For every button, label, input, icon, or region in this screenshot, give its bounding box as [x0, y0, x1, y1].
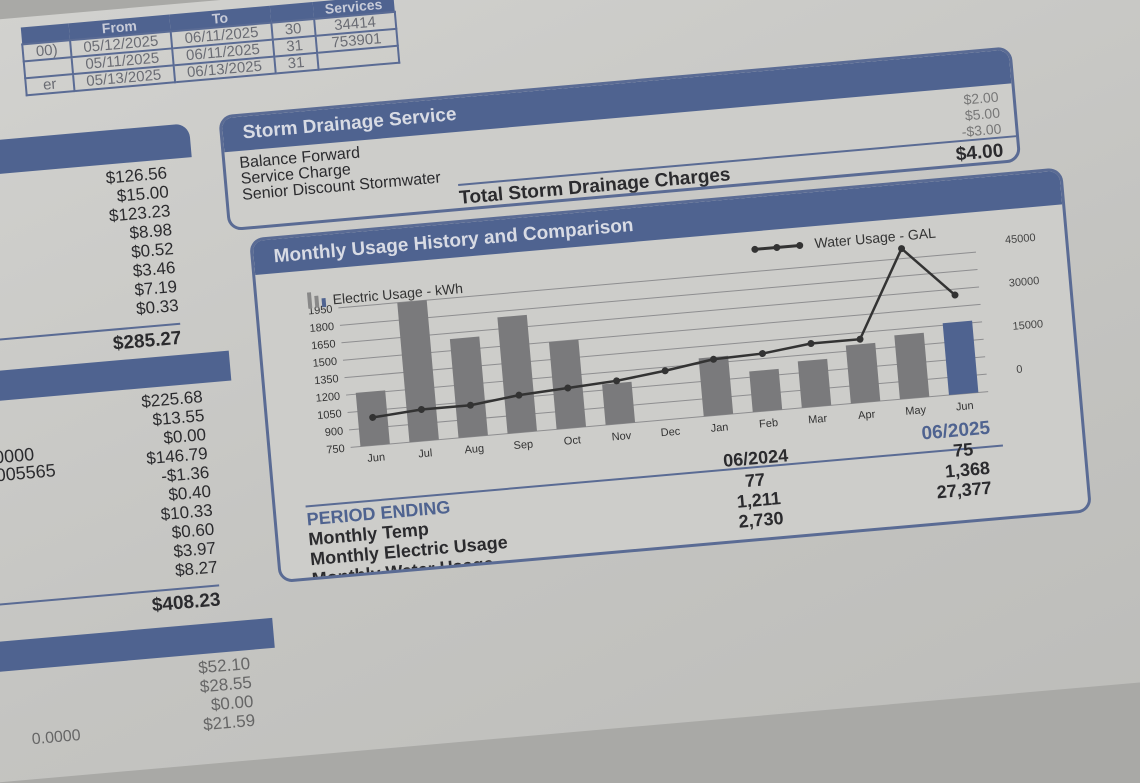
gridline	[347, 356, 986, 413]
water-point	[369, 413, 377, 421]
left-axis-tick: 1800	[309, 321, 334, 335]
x-axis-tick: May	[905, 404, 927, 418]
left-axis-tick: 1350	[314, 373, 339, 387]
x-axis-tick: Dec	[660, 426, 681, 440]
usage-history-panel: Monthly Usage History and Comparison 750…	[249, 167, 1093, 584]
water-point	[758, 350, 766, 358]
right-axis-tick: 15000	[1012, 318, 1044, 333]
x-axis-tick: Oct	[563, 434, 581, 447]
right-axis-tick: 0	[1016, 364, 1023, 376]
charge-amounts: $126.56 $15.00 $123.23 $8.98 $0.52 $3.46…	[0, 157, 208, 368]
left-axis-tick: 1950	[308, 303, 333, 317]
electric-bar	[894, 332, 930, 400]
electric-bar	[845, 342, 881, 404]
electric-bar	[698, 355, 734, 417]
left-axis-tick: 1500	[312, 356, 337, 370]
x-axis-tick: Sep	[513, 438, 534, 452]
left-axis-tick: 900	[324, 425, 343, 439]
electric-bar	[749, 368, 783, 413]
left-axis-tick: 1650	[311, 338, 336, 352]
left-axis-tick: 1200	[315, 391, 340, 405]
right-axis-tick: 45000	[1005, 232, 1037, 247]
electric-bar	[548, 339, 587, 430]
electric-bar	[942, 320, 979, 396]
gridline	[341, 286, 980, 344]
services-table: From To Services 00) 05/12/2025 06/11/2025 30…	[20, 0, 401, 96]
electric-legend-icon	[314, 295, 320, 308]
water-point	[613, 377, 621, 385]
row-label: er	[25, 74, 75, 96]
x-axis-tick: Aug	[464, 443, 485, 457]
x-axis-tick: Feb	[759, 417, 779, 431]
water-legend-icon	[773, 243, 781, 251]
left-charges-panel-1: 9008 $126.56 $15.00 $123.23 $8.98 $0.52 …	[0, 123, 208, 368]
water-legend-label: Water Usage - GAL	[814, 225, 937, 252]
water-point	[951, 291, 959, 299]
left-axis-tick: 750	[326, 443, 345, 457]
left-charges-panel-3: 0.0000 $52.10 $28.55 $0.00 $21.59	[0, 617, 282, 753]
electric-bar	[449, 336, 488, 438]
water-point	[515, 391, 523, 399]
gridline	[344, 321, 983, 379]
gridline	[350, 391, 989, 448]
left-charges-panel-2: 0.0000 0.005565 $225.68 $13.55 $0.00 $14…	[0, 350, 251, 631]
x-axis-tick: Apr	[858, 409, 876, 422]
water-legend-icon	[796, 241, 804, 249]
electric-bar	[797, 358, 832, 408]
value-2024-water: 2,730	[737, 507, 785, 532]
electric-bar	[497, 314, 537, 434]
x-axis-tick: Jun	[955, 400, 974, 414]
x-axis-tick: Jun	[367, 451, 386, 465]
gridline	[338, 251, 977, 309]
x-axis-tick: Jan	[710, 421, 729, 435]
gridline	[342, 303, 981, 361]
value-2025-water: 27,377	[935, 477, 993, 503]
gridline	[349, 373, 987, 431]
water-point	[417, 405, 425, 413]
gridline	[345, 338, 984, 396]
gridline	[339, 269, 978, 326]
water-point	[661, 367, 669, 375]
right-axis-tick: 30000	[1008, 275, 1040, 290]
x-axis-tick: Nov	[611, 430, 632, 444]
x-axis-tick: Mar	[808, 413, 828, 427]
electric-legend-icon	[306, 292, 313, 309]
water-point	[466, 401, 474, 409]
storm-total: $4.00	[954, 140, 1005, 166]
water-point	[807, 340, 815, 348]
electric-legend-icon	[321, 297, 327, 308]
days: 31	[274, 52, 319, 74]
water-point	[564, 384, 572, 392]
electric-bar	[397, 300, 439, 443]
charge-amounts: $225.68 $13.55 $0.00 $146.79 -$1.36 $0.4…	[0, 381, 251, 631]
electric-bar	[602, 381, 636, 426]
water-legend-icon	[751, 245, 759, 253]
left-axis-tick: 1050	[317, 408, 342, 422]
water-point	[898, 245, 906, 253]
water-point	[710, 355, 718, 363]
x-axis-tick: Jul	[418, 447, 433, 460]
usage-chart: 750 900 1050 1200 1350 1500 1650 1800 1950 0 15000…	[306, 225, 1044, 465]
water-point	[856, 335, 864, 343]
